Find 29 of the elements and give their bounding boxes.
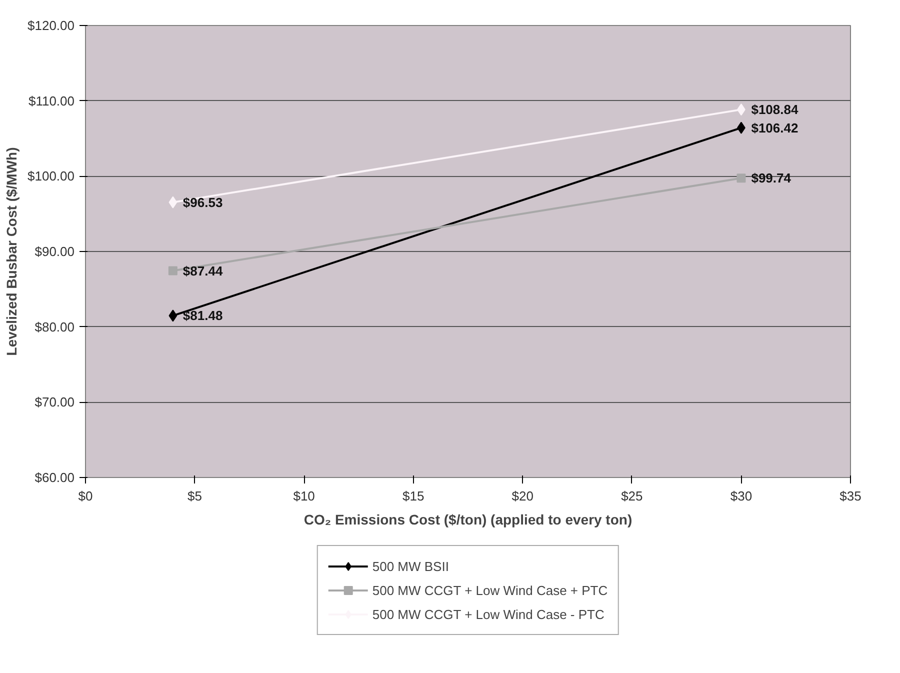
legend-label: 500 MW CCGT + Low Wind Case - PTC [372, 606, 604, 622]
point [736, 174, 746, 183]
legend-label: 500 MW BSII [372, 558, 449, 574]
x-tick-label: $0 [78, 488, 93, 504]
y-tick-label: $100.00 [28, 168, 75, 184]
y-tick-label: $90.00 [34, 244, 75, 259]
data-label: $87.44 [182, 263, 224, 278]
y-tick-label: $60.00 [34, 470, 75, 485]
y-axis-title: Levelized Busbar Cost ($/MWh) [4, 147, 20, 356]
y-tick-label: $110.00 [28, 93, 75, 108]
x-tick-label: $35 [840, 488, 862, 504]
x-axis-title: CO₂ Emissions Cost ($/ton) (applied to every ton) [304, 512, 632, 528]
x-tick-label: $20 [512, 488, 534, 504]
data-label: $81.48 [182, 308, 223, 324]
data-label: $96.53 [182, 194, 223, 210]
x-tick-label: $25 [621, 488, 643, 504]
y-tick-label: $120.00 [28, 18, 75, 33]
y-tick-label: $70.00 [34, 394, 75, 410]
point [168, 196, 178, 208]
x-tick-label: $30 [730, 488, 752, 504]
data-label: $106.42 [751, 120, 798, 136]
x-tick-label: $5 [188, 488, 202, 504]
y-tick-label: $80.00 [34, 319, 75, 334]
point [168, 310, 178, 322]
x-tick-label: $10 [293, 488, 315, 504]
legend-label: 500 MW CCGT + Low Wind Case + PTC [372, 582, 608, 598]
point [168, 266, 178, 276]
data-label: $108.84 [751, 102, 799, 118]
x-tick-label: $15 [402, 488, 424, 504]
